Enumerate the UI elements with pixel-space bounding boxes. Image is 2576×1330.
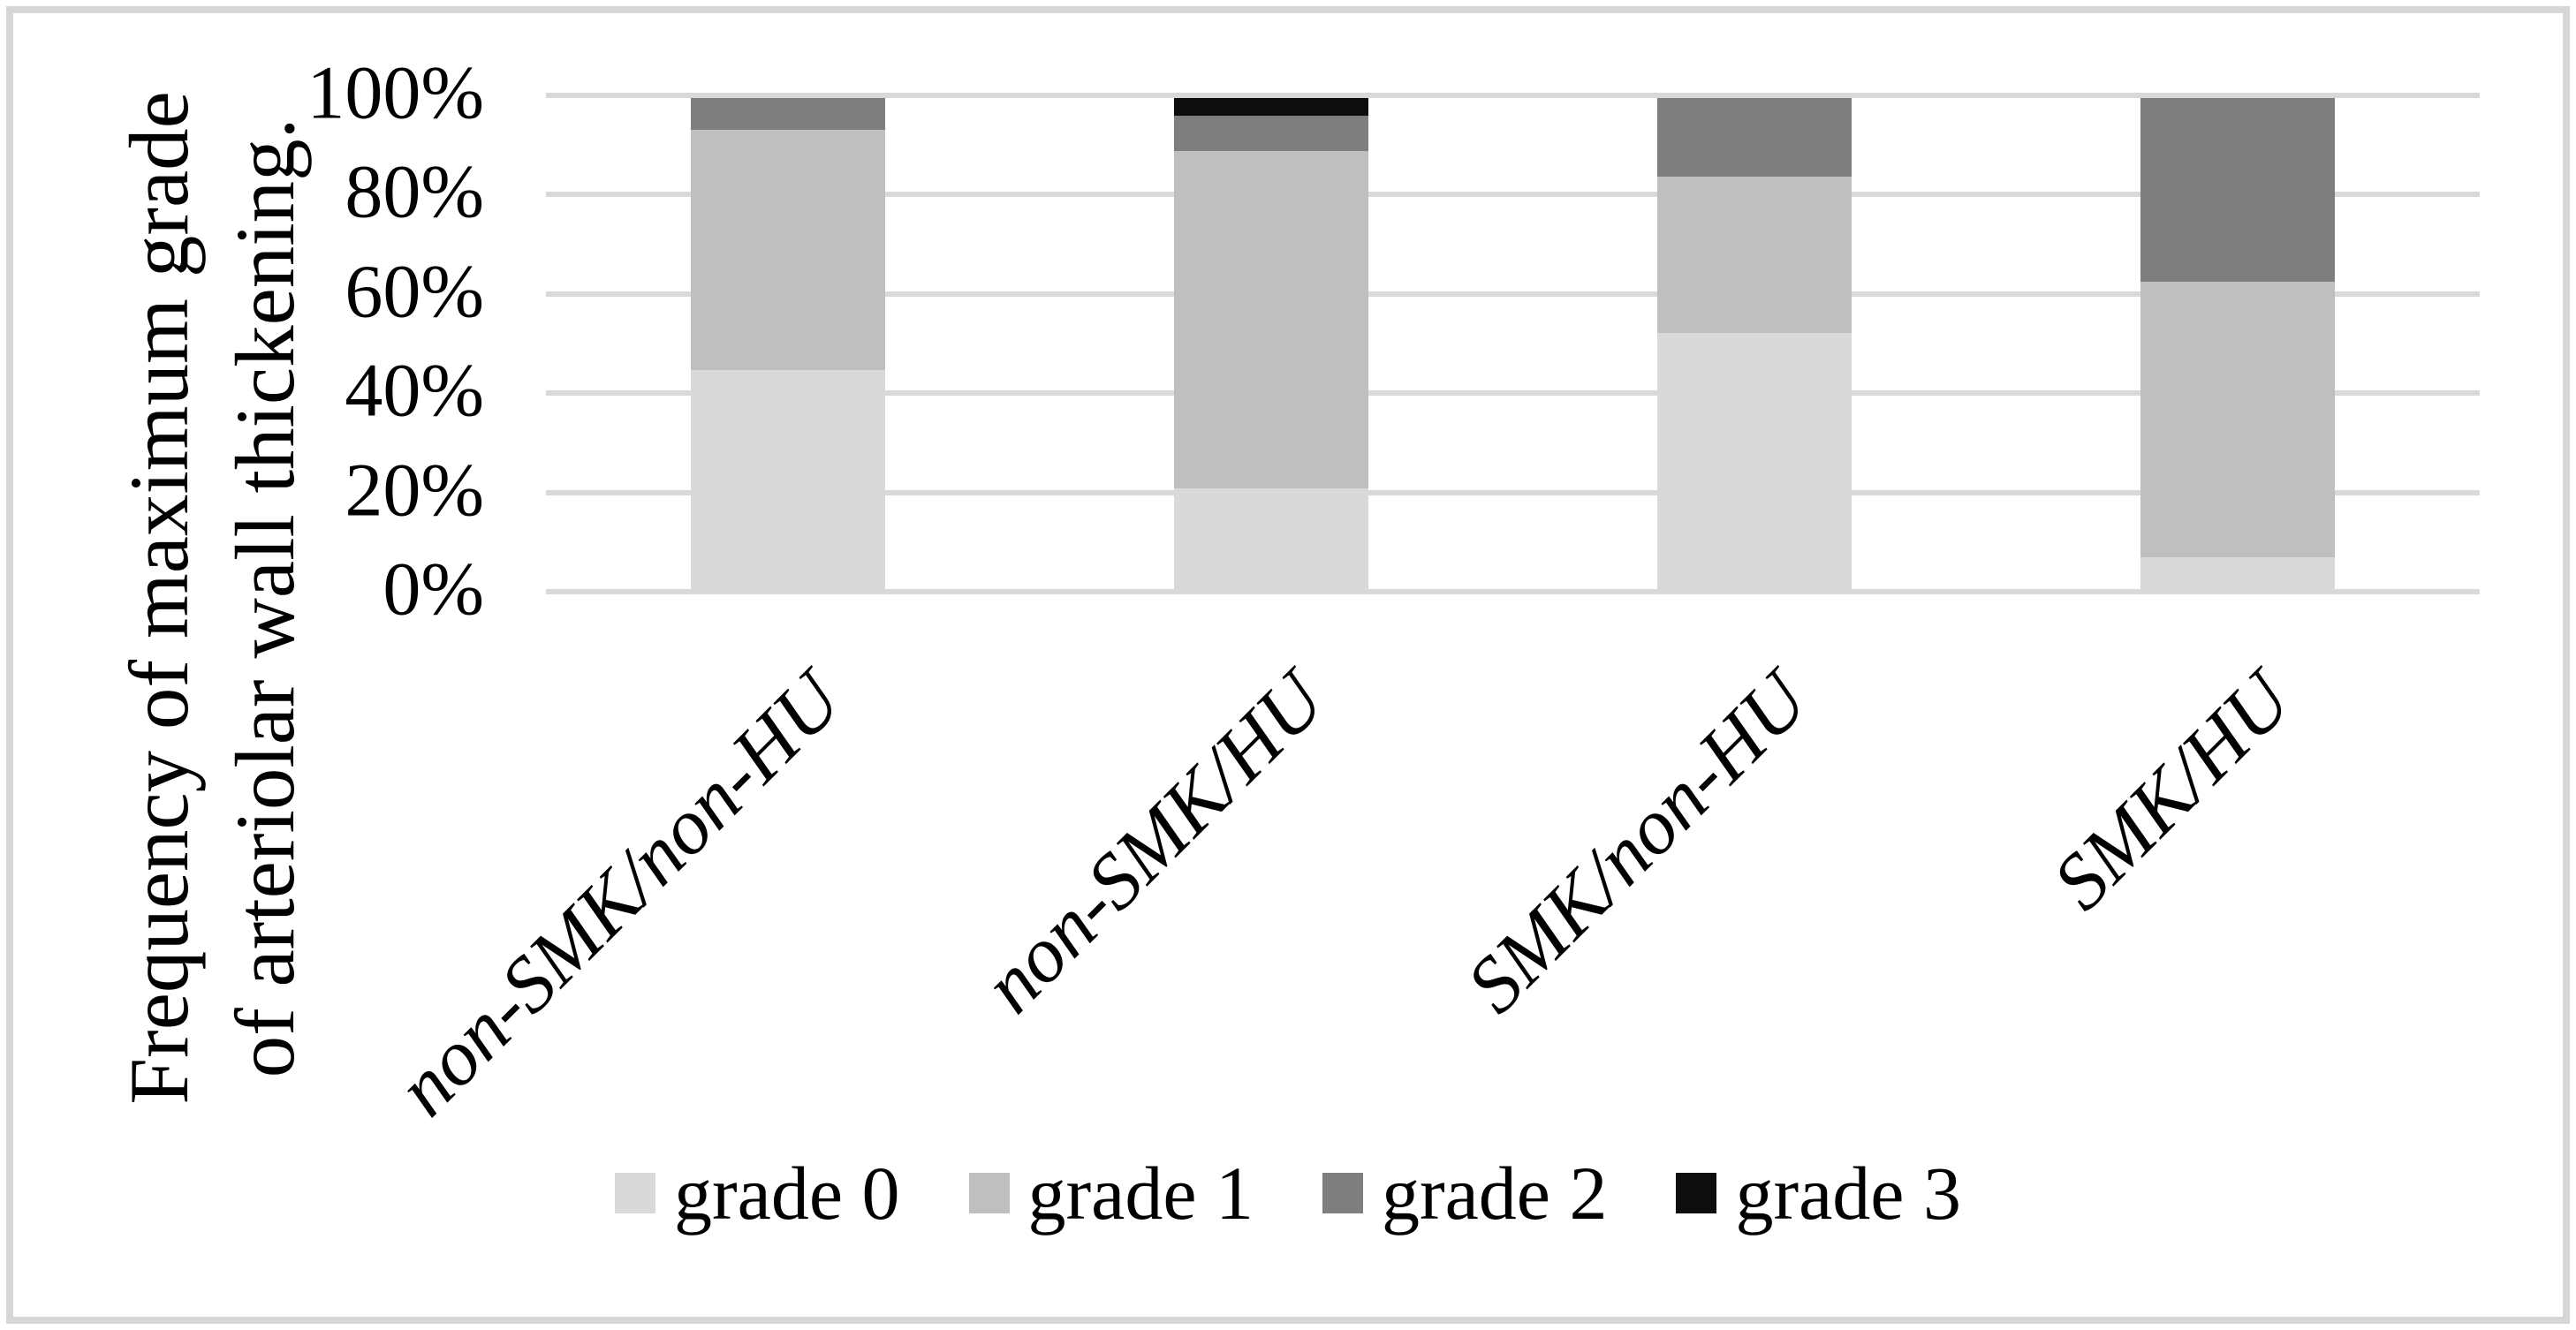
- gridline-40%: [546, 390, 2480, 397]
- gridline-80%: [546, 192, 2480, 198]
- legend-label-grade-2: grade 2: [1382, 1151, 1608, 1236]
- legend-entry-grade-0: grade 0: [615, 1151, 900, 1236]
- bar-1-segment-grade-0: [690, 370, 885, 594]
- bar-1-segment-grade-1: [690, 130, 885, 371]
- legend-entry-grade-1: grade 1: [968, 1151, 1254, 1236]
- bar-2-segment-grade-3: [1173, 98, 1368, 117]
- y-tick-label-60%: 60%: [345, 248, 484, 334]
- legend-entry-grade-3: grade 3: [1676, 1151, 1961, 1236]
- bar-2-segment-grade-2: [1173, 116, 1368, 152]
- gridline-60%: [546, 291, 2480, 297]
- y-tick-label-40%: 40%: [345, 347, 484, 433]
- legend-swatch-grade-0: [615, 1173, 656, 1213]
- bar-4-segment-grade-0: [2140, 557, 2336, 594]
- gridline-20%: [546, 489, 2480, 495]
- x-category-label-3: SMK/non-HU: [1450, 655, 1825, 1030]
- x-category-label-4: SMK/HU: [2036, 655, 2308, 927]
- bar-3-segment-grade-0: [1657, 333, 1852, 594]
- y-tick-label-20%: 20%: [345, 447, 484, 533]
- legend-swatch-grade-1: [968, 1173, 1010, 1213]
- x-category-label-1: non-SMK/non-HU: [380, 655, 858, 1133]
- gridline-0%: [546, 589, 2480, 594]
- gridline-100%: [546, 93, 2480, 98]
- bar-2-segment-grade-0: [1173, 487, 1368, 594]
- bar-3-segment-grade-1: [1657, 176, 1852, 334]
- legend-label-grade-0: grade 0: [674, 1151, 900, 1236]
- bar-4-segment-grade-2: [2140, 98, 2336, 282]
- y-tick-label-80%: 80%: [345, 148, 484, 234]
- x-category-label-2: non-SMK/HU: [966, 655, 1342, 1030]
- bar-4-segment-grade-1: [2140, 281, 2336, 558]
- legend-label-grade-1: grade 1: [1027, 1151, 1254, 1236]
- bar-3-segment-grade-2: [1657, 98, 1852, 177]
- legend-swatch-grade-2: [1322, 1173, 1363, 1213]
- legend: grade 0 grade 1 grade 2 grade 3: [0, 1151, 2576, 1236]
- y-tick-label-0%: 0%: [383, 546, 484, 631]
- y-axis-title: Frequency of maximum grade of arteriolar…: [106, 91, 318, 1105]
- bar-1-segment-grade-2: [690, 98, 885, 131]
- y-tick-label-100%: 100%: [307, 49, 484, 135]
- legend-label-grade-3: grade 3: [1735, 1151, 1961, 1236]
- legend-entry-grade-2: grade 2: [1322, 1151, 1607, 1236]
- y-axis-title-line1: Frequency of maximum grade: [112, 91, 206, 1105]
- bar-2-segment-grade-1: [1173, 151, 1368, 488]
- y-axis-title-line2: of arteriolar wall thickening.: [218, 117, 312, 1078]
- legend-swatch-grade-3: [1676, 1173, 1717, 1213]
